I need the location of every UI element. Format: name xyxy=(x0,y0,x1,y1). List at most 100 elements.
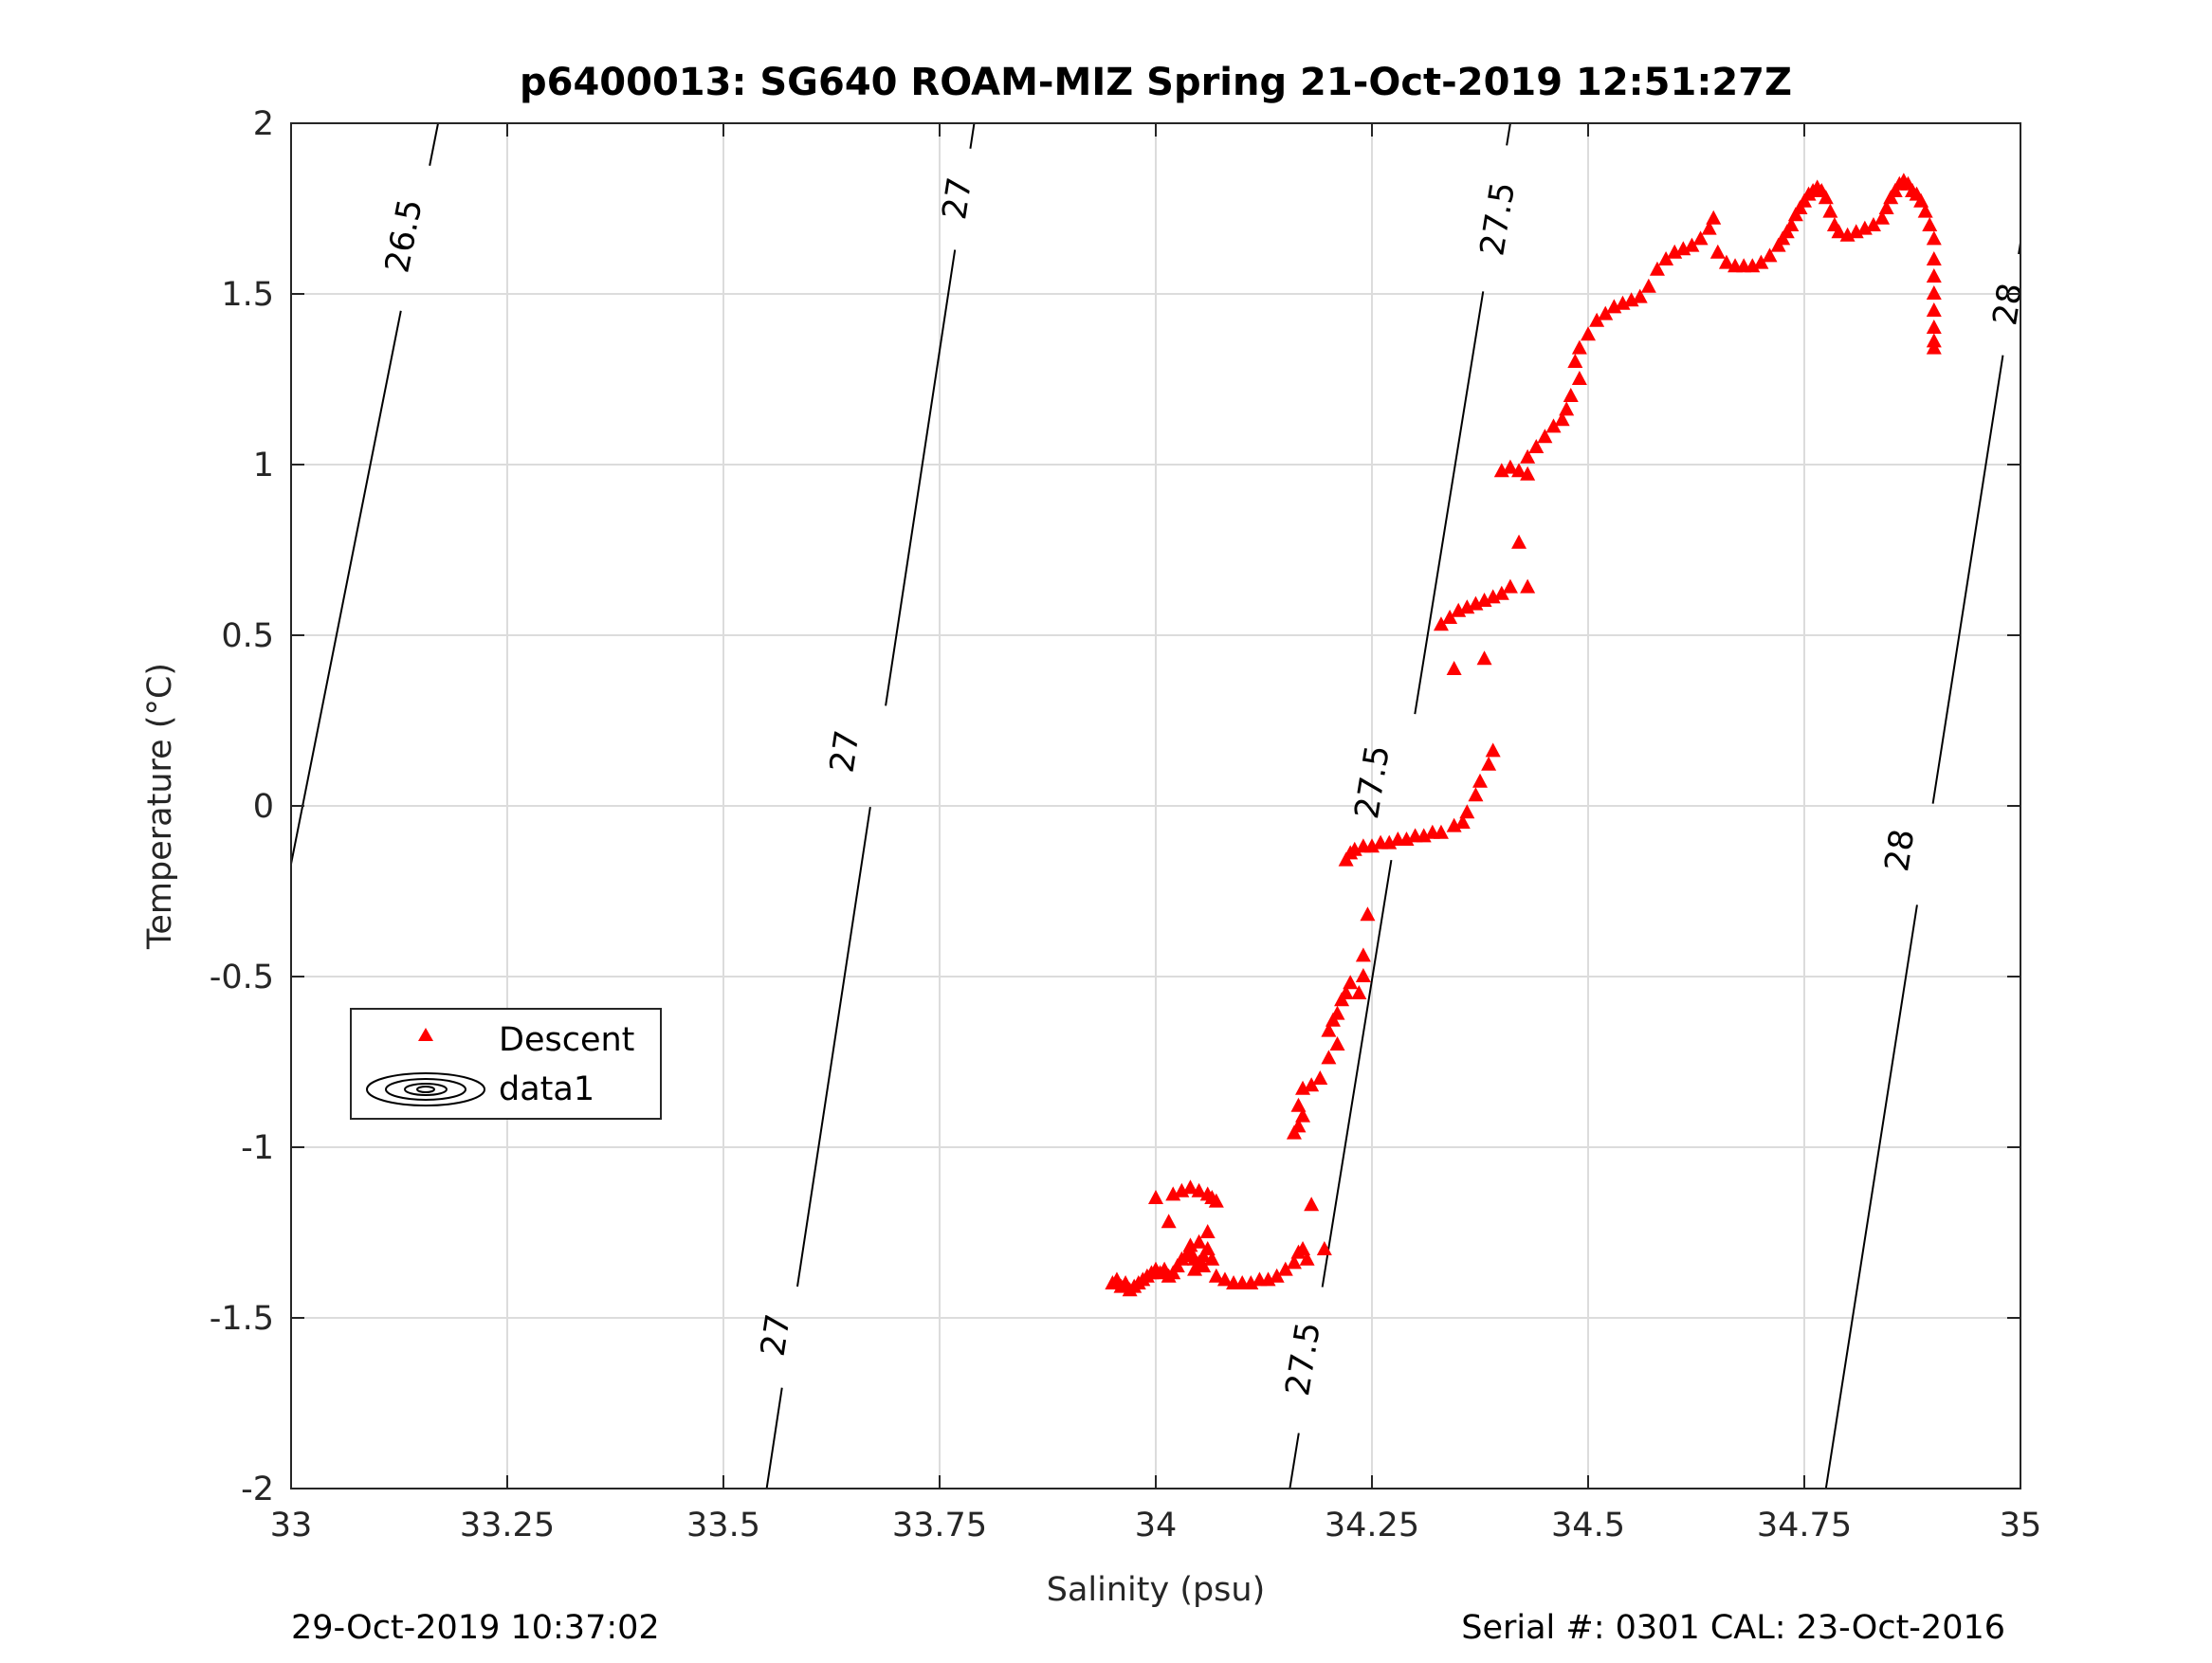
descent-point xyxy=(1360,906,1376,922)
descent-point xyxy=(1520,466,1536,481)
y-tick-label: 2 xyxy=(253,105,274,143)
descent-point xyxy=(1520,578,1536,594)
descent-point xyxy=(1196,1258,1212,1272)
x-tick-label: 35 xyxy=(2000,1507,2042,1544)
legend: Descent data1 xyxy=(350,1008,662,1120)
descent-point xyxy=(1783,217,1800,231)
contour-label: 28 xyxy=(1986,281,2030,328)
descent-point xyxy=(1926,320,1942,334)
descent-point xyxy=(1581,326,1596,341)
descent-point xyxy=(1571,339,1587,355)
contour-line-27 xyxy=(885,249,957,706)
y-tick-label: -2 xyxy=(241,1471,274,1508)
contour-line-27 xyxy=(969,123,976,149)
contour-line-26.5 xyxy=(429,123,440,166)
descent-point xyxy=(1598,305,1614,320)
descent-point xyxy=(1204,1251,1220,1266)
y-tick-label: 1 xyxy=(253,447,274,484)
descent-point xyxy=(1567,354,1583,368)
contour-line-28 xyxy=(1824,905,1918,1489)
descent-point xyxy=(1706,210,1722,225)
descent-point xyxy=(1753,254,1769,269)
descent-point xyxy=(1926,302,1942,317)
descent-point xyxy=(1312,1070,1328,1085)
descent-point xyxy=(1878,200,1894,214)
descent-point xyxy=(1865,217,1881,231)
descent-point xyxy=(1926,230,1942,246)
descent-point xyxy=(1148,1190,1163,1204)
descent-point xyxy=(1926,285,1942,300)
descent-point xyxy=(1818,190,1834,205)
contour-line-28 xyxy=(1931,355,2004,804)
x-tick-label: 33.5 xyxy=(686,1507,760,1544)
descent-point xyxy=(1520,448,1536,464)
x-tick-label: 33.75 xyxy=(892,1507,987,1544)
descent-point xyxy=(1446,661,1462,675)
descent-point xyxy=(1433,824,1449,839)
contour-line-27.5 xyxy=(1506,123,1511,146)
contour-line-27 xyxy=(796,807,871,1288)
descent-point xyxy=(1649,261,1665,276)
descent-point xyxy=(1472,773,1488,788)
descent-point xyxy=(1304,1197,1320,1212)
descent-point xyxy=(1459,804,1475,819)
descent-point xyxy=(1485,742,1501,758)
legend-box xyxy=(350,1008,662,1120)
grid xyxy=(291,123,2020,1489)
footer-timestamp: 29-Oct-2019 10:37:02 xyxy=(291,1609,660,1647)
x-tick-label: 33.25 xyxy=(460,1507,555,1544)
descent-point xyxy=(1216,1271,1233,1287)
descent-point xyxy=(1913,192,1929,208)
descent-point xyxy=(1269,1268,1285,1283)
descent-point xyxy=(1640,278,1656,293)
descent-point xyxy=(1709,244,1726,259)
descent-point xyxy=(1554,411,1570,427)
contour-label: 27 xyxy=(755,1311,798,1359)
descent-point xyxy=(1632,288,1648,303)
legend-entry-descent: Descent xyxy=(499,1021,634,1059)
contour-line-27 xyxy=(765,1387,783,1489)
legend-entry-data1: data1 xyxy=(499,1070,594,1108)
descent-point xyxy=(1563,388,1579,402)
descent-point xyxy=(1831,224,1847,239)
descent-point xyxy=(1476,650,1492,666)
y-axis-label: Temperature (°C) xyxy=(141,663,179,950)
descent-point xyxy=(1762,247,1778,263)
descent-point xyxy=(1208,1193,1224,1208)
contour-label: 28 xyxy=(1878,827,1922,874)
x-tick-label: 34.75 xyxy=(1757,1507,1852,1544)
descent-point xyxy=(1329,1005,1345,1020)
descent-point xyxy=(1321,1050,1337,1065)
x-tick-label: 34 xyxy=(1135,1507,1178,1544)
y-tick-label: 0.5 xyxy=(221,617,274,655)
descent-point xyxy=(1493,585,1509,600)
descent-point xyxy=(1537,429,1553,444)
descent-point xyxy=(1290,1097,1307,1112)
descent-point xyxy=(1351,985,1367,999)
x-tick-label: 34.5 xyxy=(1551,1507,1625,1544)
descent-point xyxy=(1545,418,1562,433)
descent-point xyxy=(1304,1077,1320,1092)
descent-point xyxy=(1658,251,1674,265)
descent-point xyxy=(1684,237,1700,252)
descent-point xyxy=(1355,947,1371,962)
descent-point xyxy=(1295,1241,1311,1255)
descent-point xyxy=(1468,787,1484,802)
descent-point xyxy=(1277,1261,1293,1276)
descent-point xyxy=(1208,1268,1224,1283)
legend-data1-contour-icon xyxy=(366,1072,485,1106)
descent-point xyxy=(1454,814,1471,829)
contour-line-27.5 xyxy=(1414,291,1485,715)
descent-point xyxy=(1874,210,1891,225)
descent-point xyxy=(1822,203,1838,218)
chart-title: p6400013: SG640 ROAM-MIZ Spring 21-Oct-2… xyxy=(520,61,1792,104)
descent-point xyxy=(1290,1118,1307,1133)
descent-point xyxy=(1926,251,1942,265)
y-tick-label: 0 xyxy=(253,788,274,826)
descent-point xyxy=(1571,371,1587,385)
descent-point xyxy=(1528,439,1545,453)
footer-serial-cal: Serial #: 0301 CAL: 23-Oct-2016 xyxy=(1461,1609,2005,1647)
contour-line-26.5 xyxy=(291,310,402,865)
